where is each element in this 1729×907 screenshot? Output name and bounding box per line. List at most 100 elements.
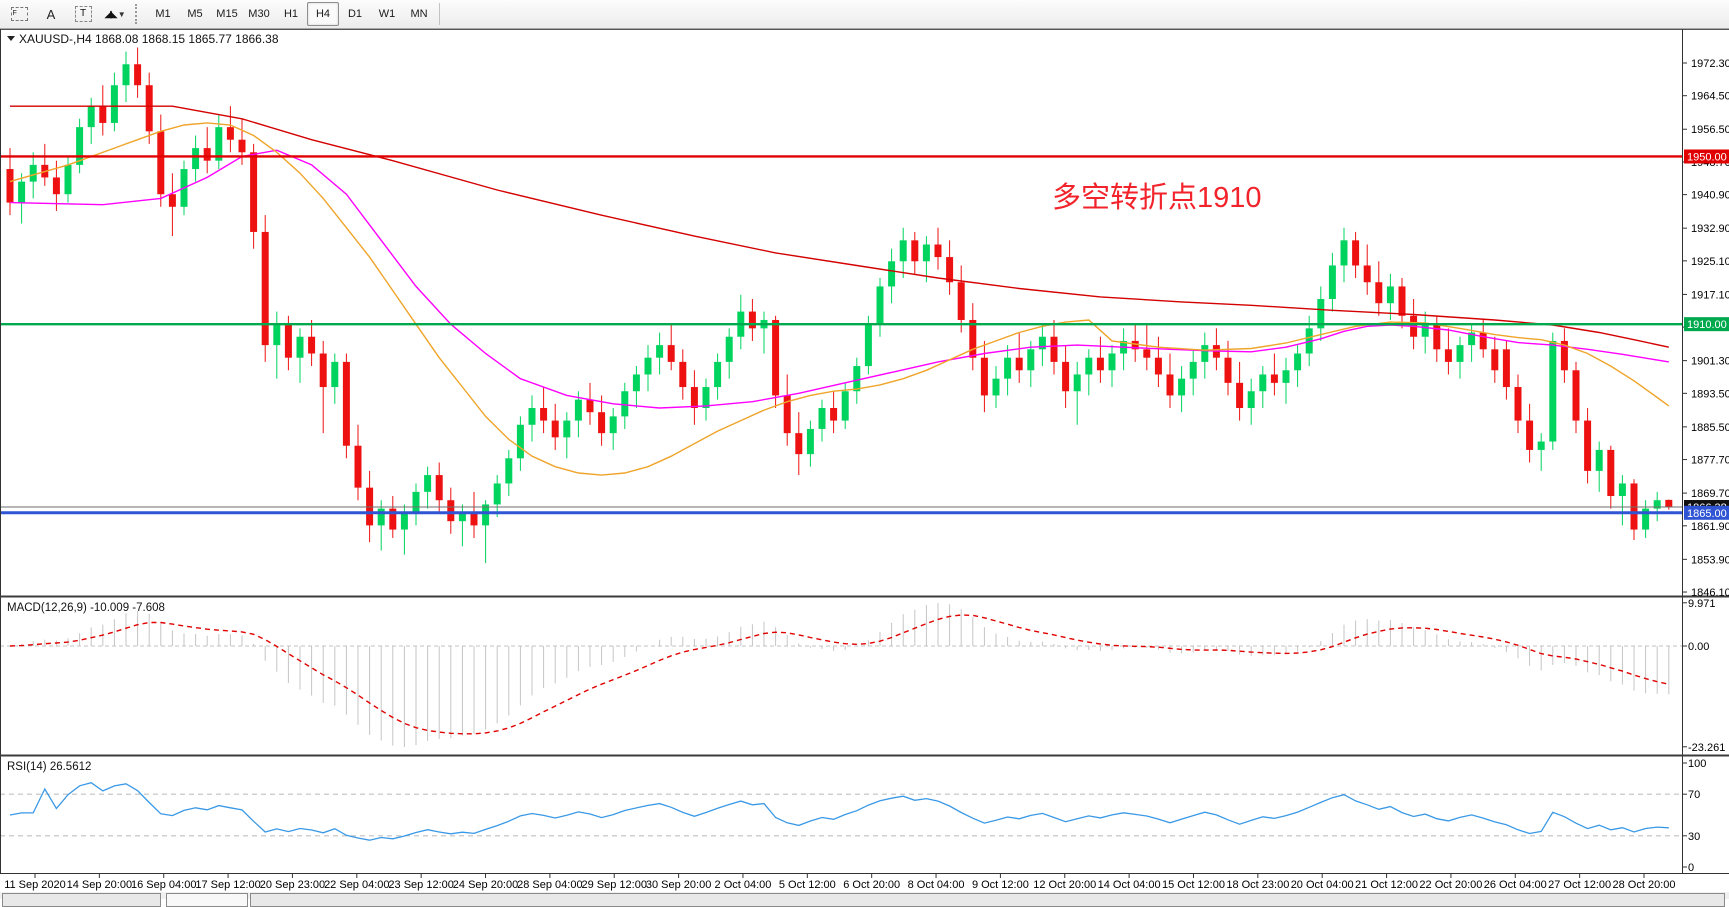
timeframe-button-w1[interactable]: W1: [378, 8, 396, 20]
svg-text:24 Sep 20:00: 24 Sep 20:00: [453, 879, 518, 891]
candle: [783, 395, 791, 434]
candle: [1607, 449, 1615, 497]
candle: [226, 127, 234, 140]
candle: [1004, 357, 1012, 379]
svg-text:1861.90: 1861.90: [1691, 521, 1729, 533]
svg-text:18 Oct 23:00: 18 Oct 23:00: [1226, 879, 1289, 891]
timeframe-button-m5[interactable]: M5: [187, 8, 203, 20]
svg-text:0.00: 0.00: [1688, 641, 1709, 653]
candle: [87, 106, 95, 128]
candle: [574, 399, 582, 421]
svg-text:26 Oct 04:00: 26 Oct 04:00: [1484, 879, 1547, 891]
arrows-tool-button[interactable]: ◢◣ ▼: [99, 2, 131, 26]
candle: [29, 164, 37, 182]
svg-text:1950.00: 1950.00: [1687, 151, 1727, 163]
candle: [76, 127, 84, 165]
candle: [772, 319, 780, 396]
text-a-icon: A: [46, 6, 56, 22]
rsi-line: [9, 781, 1669, 841]
candle: [830, 408, 838, 421]
candle: [1247, 391, 1255, 409]
svg-text:1893.50: 1893.50: [1691, 388, 1729, 400]
timeframe-button-mn[interactable]: MN: [410, 8, 428, 20]
toolbar-grip[interactable]: [135, 4, 143, 24]
svg-text:29 Sep 12:00: 29 Sep 12:00: [582, 879, 647, 891]
candle: [18, 181, 26, 203]
svg-text:6 Oct 20:00: 6 Oct 20:00: [843, 879, 900, 891]
candle: [1294, 353, 1302, 371]
candle: [714, 361, 722, 388]
svg-text:1877.70: 1877.70: [1691, 455, 1729, 467]
svg-text:30 Sep 20:00: 30 Sep 20:00: [646, 879, 711, 891]
candle: [1572, 370, 1580, 421]
timeframe-button-m15[interactable]: M15: [216, 8, 238, 20]
candle: [145, 85, 153, 132]
svg-text:1956.50: 1956.50: [1691, 124, 1729, 136]
candle: [342, 361, 350, 446]
candle: [122, 64, 130, 86]
candle: [1665, 499, 1673, 508]
candle: [969, 319, 977, 358]
candle: [215, 127, 223, 161]
candle: [377, 508, 385, 526]
candle: [1468, 332, 1476, 346]
text-tool-button[interactable]: A: [35, 2, 67, 26]
symbol-dropdown-icon[interactable]: [7, 36, 15, 41]
text-label-t-icon: T: [74, 6, 92, 22]
candle: [354, 445, 362, 488]
timeframe-group: M1 M5 M15 M30 H1 H4 D1 W1 MN: [147, 2, 435, 26]
candle: [1236, 382, 1244, 409]
candle: [1502, 349, 1510, 388]
candle: [1421, 324, 1429, 337]
timeframe-button-d1[interactable]: D1: [347, 8, 363, 20]
candle: [1178, 378, 1186, 396]
candle: [1050, 336, 1058, 362]
status-pane: [166, 893, 248, 907]
arrows-icon: ◢◣: [104, 8, 117, 20]
candle: [598, 412, 606, 434]
candle: [1108, 353, 1116, 371]
svg-text:1901.30: 1901.30: [1691, 356, 1729, 368]
candle: [725, 336, 733, 362]
svg-text:8 Oct 04:00: 8 Oct 04:00: [908, 879, 965, 891]
candle: [1514, 387, 1522, 421]
svg-text:23 Sep 12:00: 23 Sep 12:00: [388, 879, 453, 891]
text-label-tool-button[interactable]: T: [67, 2, 99, 26]
axes-and-scales: 1972.301964.501956.501948.701940.901932.…: [0, 29, 1729, 891]
candle: [1560, 340, 1568, 371]
svg-text:1972.30: 1972.30: [1691, 58, 1729, 70]
macd-indicator-label: MACD(12,26,9) -10.009 -7.608: [7, 602, 165, 614]
candle: [273, 324, 281, 346]
candle: [609, 416, 617, 434]
candle: [563, 420, 571, 438]
timeframe-button-m30[interactable]: M30: [248, 8, 270, 20]
candle: [1584, 420, 1592, 471]
candle: [540, 408, 548, 421]
timeframe-button-h1[interactable]: H1: [283, 8, 299, 20]
svg-text:30: 30: [1688, 831, 1700, 843]
chart-generated-layer: 1972.301964.501956.501948.701940.901932.…: [0, 29, 1729, 891]
svg-text:11 Sep 2020: 11 Sep 2020: [4, 879, 66, 891]
candle: [1154, 357, 1162, 375]
candle: [992, 378, 1000, 396]
candle: [853, 366, 861, 392]
candle: [1282, 370, 1290, 383]
price-badge: [1684, 149, 1729, 164]
candle: [702, 387, 710, 409]
candle: [296, 336, 304, 358]
timeframe-button-m1[interactable]: M1: [155, 8, 171, 20]
svg-text:20 Sep 23:00: 20 Sep 23:00: [260, 879, 325, 891]
candle: [412, 491, 420, 513]
candle: [1027, 349, 1035, 371]
candle: [1526, 420, 1534, 450]
candle: [1363, 265, 1371, 283]
candles: [6, 47, 1673, 564]
candle: [1537, 441, 1545, 450]
candle: [876, 286, 884, 325]
candle: [157, 131, 165, 195]
candle: [470, 512, 478, 526]
cycle-frame-button[interactable]: F: [3, 2, 35, 26]
candle: [1224, 357, 1232, 383]
timeframe-button-h4[interactable]: H4: [307, 2, 339, 26]
